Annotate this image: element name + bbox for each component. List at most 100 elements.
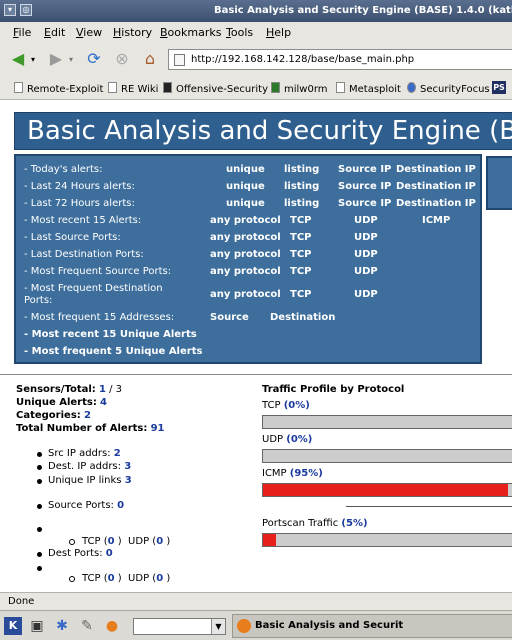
- dst-tcp-link[interactable]: 0: [107, 573, 115, 584]
- network-icon[interactable]: ✱: [56, 618, 68, 634]
- menu-bookmarks[interactable]: Bookmarks: [160, 26, 222, 39]
- menu-link-tcp[interactable]: TCP: [290, 215, 312, 226]
- menu-link-destination-ip[interactable]: Destination IP: [396, 164, 476, 175]
- menu-link-destination[interactable]: Destination: [270, 312, 336, 323]
- menu-link-unique[interactable]: unique: [226, 198, 265, 209]
- total-alerts-link[interactable]: 91: [150, 423, 165, 434]
- dest-ports-link[interactable]: 0: [105, 548, 113, 559]
- menu-row-label[interactable]: - Most recent 15 Unique Alerts: [24, 329, 197, 340]
- bookmark-metasploit[interactable]: Metasploit: [336, 82, 401, 95]
- menu-link-listing[interactable]: listing: [284, 198, 320, 209]
- menu-tools[interactable]: Tools: [226, 26, 254, 39]
- menu-link-listing[interactable]: listing: [284, 164, 320, 175]
- menu-link-tcp[interactable]: TCP: [290, 232, 312, 243]
- menu-help[interactable]: Help: [266, 26, 292, 39]
- traffic-percent-link[interactable]: (95%): [289, 468, 323, 479]
- terminal-icon[interactable]: ▣: [30, 618, 44, 634]
- dst-udp-link[interactable]: 0: [156, 573, 164, 584]
- menu-link-source-ip[interactable]: Source IP: [338, 164, 392, 175]
- src-tcp-link[interactable]: 0: [107, 536, 115, 547]
- menu-link-unique[interactable]: unique: [226, 181, 265, 192]
- bookmark-offensive-security[interactable]: Offensive-Security: [163, 82, 268, 95]
- bookmark-securityfocus[interactable]: SecurityFocus: [407, 82, 490, 95]
- menu-link-destination-ip[interactable]: Destination IP: [396, 181, 476, 192]
- window-menu-icon[interactable]: ▾: [4, 4, 16, 16]
- menu-history[interactable]: History: [113, 26, 153, 39]
- bookmark-re-wiki[interactable]: RE Wiki: [108, 82, 158, 95]
- menu-link-any-protocol[interactable]: any protocol: [210, 215, 281, 226]
- page-icon: [174, 54, 185, 66]
- sensors-link[interactable]: 1: [98, 384, 106, 395]
- tools-icon[interactable]: ✎: [81, 618, 93, 634]
- traffic-profile-title: Traffic Profile by Protocol: [262, 384, 405, 395]
- menu-link-any-protocol[interactable]: any protocol: [210, 289, 281, 300]
- menu-link-udp[interactable]: UDP: [354, 232, 378, 243]
- menu-edit[interactable]: Edit: [44, 26, 66, 39]
- bookmark-remote-exploit[interactable]: Remote-Exploit: [14, 82, 103, 95]
- bookmark-page-icon: [14, 82, 23, 93]
- menu-link-any-protocol[interactable]: any protocol: [210, 232, 281, 243]
- menu-view[interactable]: View: [76, 26, 103, 39]
- src-ip-link[interactable]: 2: [113, 448, 121, 459]
- source-ports-link[interactable]: 0: [117, 500, 125, 511]
- menu-link-icmp[interactable]: ICMP: [422, 215, 451, 226]
- menu-link-udp[interactable]: UDP: [354, 289, 378, 300]
- unique-ip-links: Unique IP links 3: [48, 475, 132, 486]
- menu-row-label: - Most Frequent Destination: [24, 283, 163, 294]
- menu-link-unique[interactable]: unique: [226, 164, 265, 175]
- sensors-total: Sensors/Total: 1 / 3: [16, 384, 123, 395]
- menu-link-destination-ip[interactable]: Destination IP: [396, 198, 476, 209]
- window-sticky-icon[interactable]: ◎: [20, 4, 32, 16]
- bullet: [37, 452, 42, 457]
- menu-link-source-ip[interactable]: Source IP: [338, 181, 392, 192]
- traffic-percent-link[interactable]: (0%): [283, 400, 310, 411]
- forward-history-chevron-icon[interactable]: ▾: [69, 55, 74, 64]
- side-panel: [486, 156, 512, 210]
- menu-row-label: - Most Frequent Source Ports:: [24, 266, 172, 277]
- traffic-protocol-name: Portscan Traffic: [262, 518, 339, 529]
- k-menu-icon[interactable]: K: [4, 617, 22, 635]
- menu-link-tcp[interactable]: TCP: [290, 249, 312, 260]
- reload-icon[interactable]: ⟳: [87, 49, 101, 68]
- bookmark-milw0rm[interactable]: milw0rm: [271, 82, 328, 95]
- unique-alerts-link[interactable]: 4: [100, 397, 107, 408]
- menu-link-listing[interactable]: listing: [284, 181, 320, 192]
- menu-link-tcp[interactable]: TCP: [290, 266, 312, 277]
- chevron-down-icon[interactable]: ▼: [211, 619, 225, 634]
- source-ports: Source Ports: 0: [48, 500, 125, 511]
- menu-link-any-protocol[interactable]: any protocol: [210, 266, 281, 277]
- menu-row-label[interactable]: - Most frequent 5 Unique Alerts: [24, 346, 203, 357]
- src-udp-link[interactable]: 0: [156, 536, 164, 547]
- back-history-chevron-icon[interactable]: ▾: [31, 55, 36, 64]
- traffic-percent-link[interactable]: (0%): [286, 434, 313, 445]
- traffic-percent-link[interactable]: (5%): [341, 518, 368, 529]
- menu-link-source[interactable]: Source: [210, 312, 249, 323]
- back-arrow-icon[interactable]: ◀: [11, 49, 25, 68]
- unique-ip-link[interactable]: 3: [124, 475, 132, 486]
- menu-link-source-ip[interactable]: Source IP: [338, 198, 392, 209]
- menu-link-udp[interactable]: UDP: [354, 249, 378, 260]
- dest-ip-link[interactable]: 3: [124, 461, 132, 472]
- taskbar-task-firefox[interactable]: Basic Analysis and Securit: [232, 614, 512, 638]
- taskbar-combo-box[interactable]: ▼: [133, 618, 226, 635]
- menu-link-tcp[interactable]: TCP: [290, 289, 312, 300]
- milw0rm-logo-icon: [271, 82, 280, 93]
- alert-menu-panel: - Today's alerts: unique listing Source IP D…: [14, 154, 482, 364]
- ps-bookmark-icon[interactable]: PS: [492, 81, 506, 94]
- stop-icon[interactable]: ⊗: [115, 49, 129, 68]
- menu-link-any-protocol[interactable]: any protocol: [210, 249, 281, 260]
- home-icon[interactable]: ⌂: [144, 49, 156, 68]
- traffic-protocol-name: TCP: [262, 400, 281, 411]
- window-titlebar[interactable]: ▾ ◎ Basic Analysis and Security Engine (…: [0, 0, 512, 22]
- menu-row-label: - Last 72 Hours alerts:: [24, 198, 135, 209]
- categories-link[interactable]: 2: [83, 410, 91, 421]
- menu-link-udp[interactable]: UDP: [354, 215, 378, 226]
- url-bar[interactable]: http://192.168.142.128/base/base_main.ph…: [168, 49, 512, 70]
- url-text[interactable]: http://192.168.142.128/base/base_main.ph…: [191, 54, 415, 65]
- menu-link-udp[interactable]: UDP: [354, 266, 378, 277]
- menu-file[interactable]: File: [13, 26, 32, 39]
- dest-ip-addrs: Dest. IP addrs: 3: [48, 461, 132, 472]
- forward-arrow-icon[interactable]: ▶: [49, 49, 63, 68]
- firefox-icon[interactable]: ●: [105, 618, 119, 634]
- bullet: [37, 465, 42, 470]
